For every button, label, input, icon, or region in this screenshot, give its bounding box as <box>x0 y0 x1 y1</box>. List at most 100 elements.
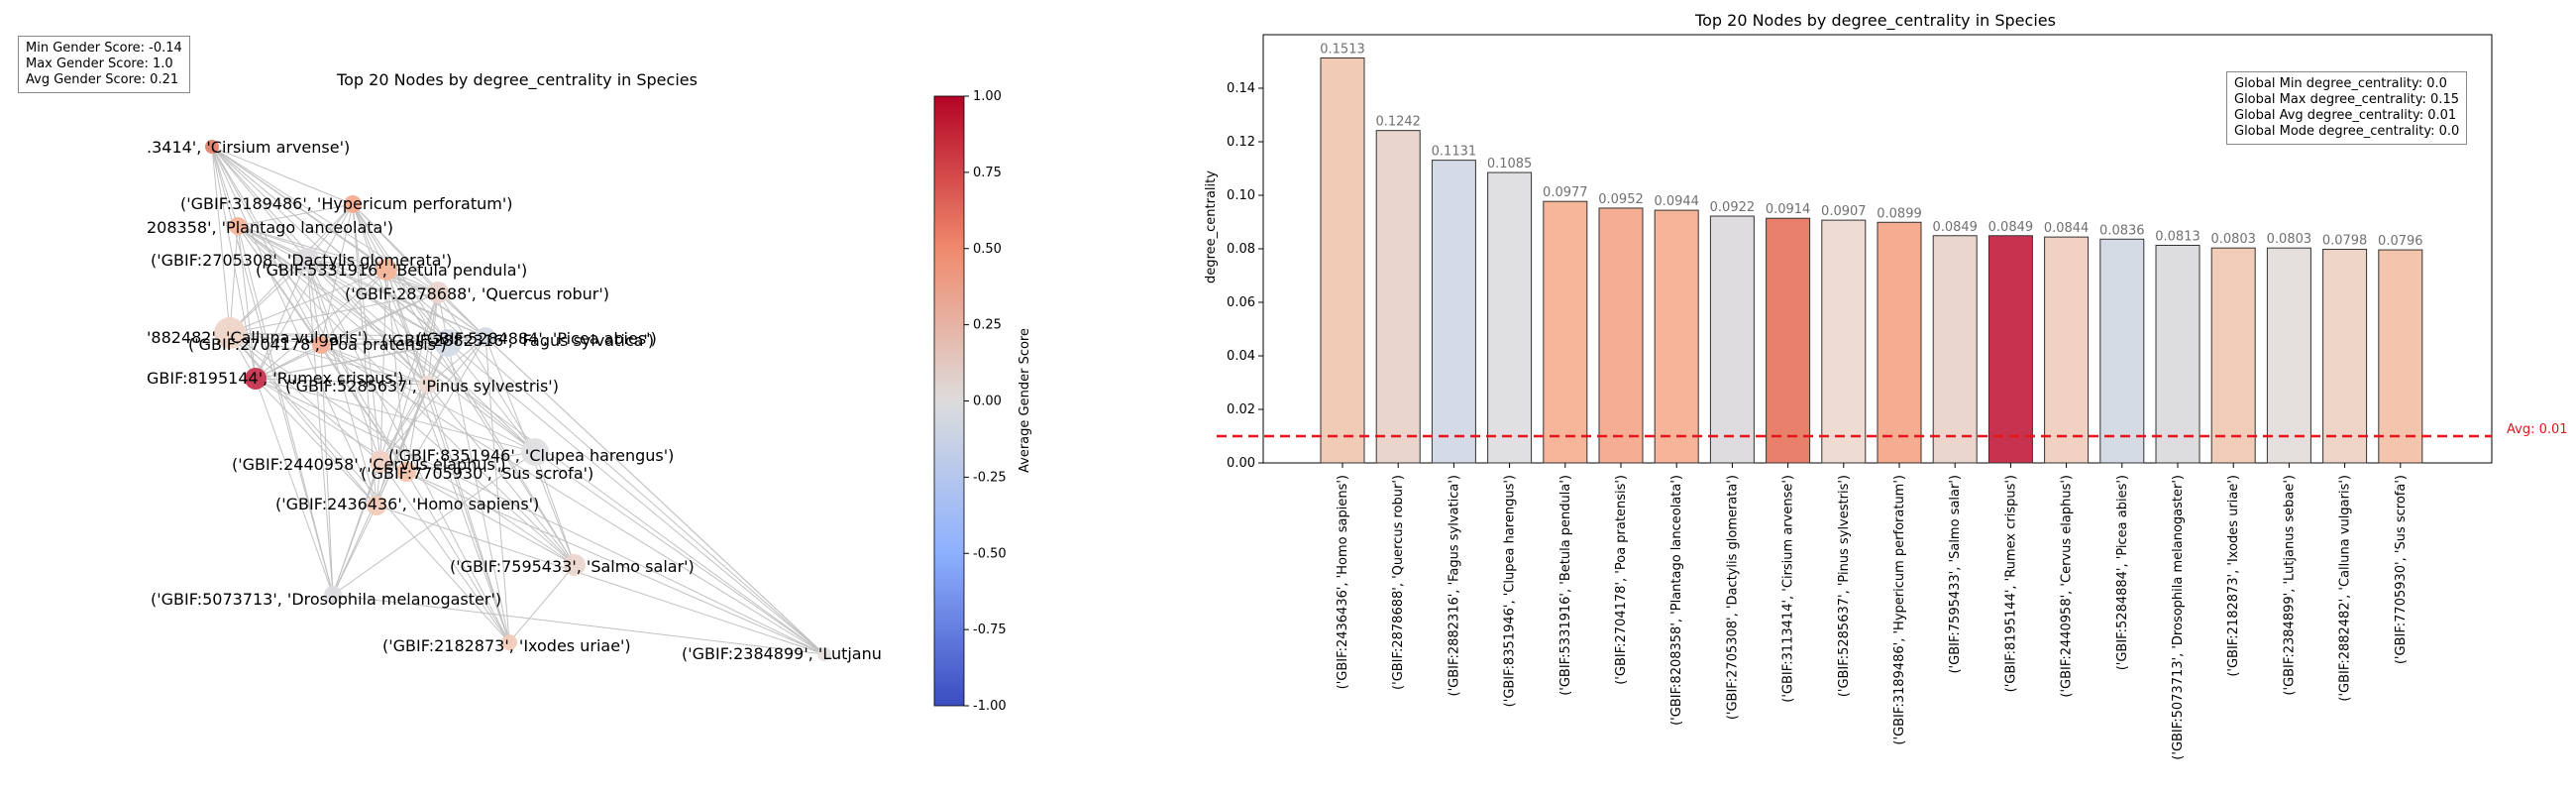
bar-value-label: 0.0977 <box>1543 185 1588 200</box>
colorbar-tick-label: -0.75 <box>973 623 1007 637</box>
network-node-label: ('GBIF:5285637', 'Pinus sylvestris') <box>285 377 559 396</box>
network-node <box>501 634 517 650</box>
bar <box>1320 57 1365 464</box>
network-edge <box>379 384 429 463</box>
colorbar-tick-label: 0.75 <box>973 166 1002 180</box>
colorbar-ticks: 1.00 0.75 0.50 0.25 0.00 -0.25 -0.50 -0.75 -1.00 <box>964 89 1007 714</box>
network-edge <box>255 291 439 380</box>
y-tick-label: 0.02 <box>1227 402 1255 417</box>
x-tick-label: ('GBIF:3189486', 'Hypericum perforatum') <box>1892 475 1907 745</box>
network-edge <box>447 342 536 453</box>
network-node-label: ('GBIF:2882316', 'Fagus sylvatica') <box>381 331 654 350</box>
bar-value-label: 0.0922 <box>1710 200 1756 215</box>
bar-value-label: 0.0844 <box>2044 221 2090 236</box>
network-edge <box>385 269 510 643</box>
network-node <box>419 376 437 394</box>
bars <box>1320 57 2423 464</box>
network-edge <box>427 291 439 386</box>
bar-value-label: 0.0798 <box>2322 234 2368 249</box>
bar-value-label: 0.0796 <box>2378 234 2423 249</box>
network-edge <box>229 332 429 386</box>
y-tick-label: 0.06 <box>1227 295 1255 310</box>
network-node <box>817 647 831 661</box>
network-edge <box>255 378 825 655</box>
network-edge <box>255 378 334 596</box>
network-node <box>370 451 391 473</box>
x-tick-label: ('GBIF:5285637', 'Pinus sylvestris') <box>1837 475 1852 697</box>
network-node-label: ('GBIF:7595433', 'Salmo salar') <box>450 557 695 576</box>
y-axis-label: degree_centrality <box>1204 170 1219 283</box>
network-node <box>521 438 549 466</box>
network-node <box>344 195 362 213</box>
avg-gender-score: Avg Gender Score: 0.21 <box>26 72 179 87</box>
bar-value-label: 0.1242 <box>1375 115 1421 130</box>
bar-value-label: 0.0836 <box>2099 223 2145 238</box>
bar <box>1543 200 1588 464</box>
x-tick-label: ('GBIF:8195144', 'Rumex crispus') <box>2003 475 2018 692</box>
y-tick-label: 0.08 <box>1227 242 1255 257</box>
network-edge <box>229 203 354 334</box>
network-edge <box>211 146 354 205</box>
bar-value-label: 0.0813 <box>2155 229 2200 244</box>
network-edge <box>255 269 387 380</box>
network-edge <box>437 291 536 453</box>
bar-value-label: 0.0849 <box>1988 220 2034 235</box>
bar-value-label: 0.0803 <box>2210 232 2256 247</box>
network-edge <box>405 336 486 473</box>
network-node-label: ('GBIF:8351946', 'Clupea harengus') <box>388 446 674 465</box>
y-tick-label: 0.12 <box>1227 135 1255 150</box>
bar-value-label: 0.0952 <box>1598 192 1644 207</box>
network-edge <box>376 384 429 507</box>
bar <box>1987 235 2033 464</box>
network-node-label: '882482', 'Calluna vulgaris') <box>147 328 369 347</box>
network-edge <box>385 269 825 655</box>
network-edge <box>255 203 354 380</box>
network-edge <box>427 336 486 386</box>
colorbar-gradient <box>933 95 965 707</box>
network-node-label: ('GBIF:2182873', 'Ixodes uriae') <box>382 636 631 655</box>
network-edge <box>320 344 536 453</box>
y-tick-label: 0.10 <box>1227 188 1255 203</box>
network-node-label: ('GBIF:5284884', 'Picea abies') <box>416 329 657 348</box>
average-label: Avg: 0.01 <box>2507 422 2568 437</box>
network-edge <box>237 225 429 386</box>
network-node <box>312 336 330 354</box>
network-edge <box>306 259 536 453</box>
gender-stats-box: Min Gender Score: -0.14 Max Gender Score… <box>18 36 190 93</box>
network-edge <box>405 451 536 473</box>
network-edge <box>484 336 510 643</box>
network-node-label: ('GBIF:2705308', 'Dactylis glomerata') <box>151 251 452 270</box>
network-edge <box>306 259 322 346</box>
network-edge <box>385 269 407 473</box>
x-tick-label: ('GBIF:2436436', 'Homo sapiens') <box>1336 475 1350 689</box>
bar-value-label: 0.0899 <box>1877 206 1922 221</box>
network-edge <box>306 259 510 643</box>
x-tick-label: ('GBIF:2882316', 'Fagus sylvatica') <box>1447 475 1461 696</box>
colorbar-tick-label: -0.50 <box>973 546 1007 561</box>
network-node <box>214 317 246 349</box>
colorbar-tick-label: 0.50 <box>973 242 1002 257</box>
network-edge <box>320 269 387 346</box>
network-node-label: GBIF:8195144', 'Rumex crispus') <box>147 369 403 388</box>
network-edge <box>229 291 439 334</box>
network-edge <box>229 259 308 334</box>
y-axis: 0.00 0.02 0.04 0.06 0.08 0.10 0.12 0.14 <box>1227 81 1263 471</box>
bar-value-label: 0.0944 <box>1654 194 1699 209</box>
bar <box>2099 238 2145 464</box>
network-edge <box>376 505 825 655</box>
bar <box>2266 247 2311 464</box>
network-edge <box>352 203 449 344</box>
network-edge <box>237 225 387 271</box>
network-node <box>376 259 397 281</box>
network-node-label: .3414', 'Cirsium arvense') <box>147 138 350 157</box>
network-edge <box>229 269 387 334</box>
bar <box>1877 221 1922 464</box>
network-edge <box>405 471 576 566</box>
network-edge <box>332 505 377 596</box>
network-edge <box>379 342 449 463</box>
bar <box>1431 160 1476 464</box>
network-node-label: ('GBIF:3189486', 'Hypericum perforatum') <box>180 194 512 213</box>
bar <box>2044 236 2090 464</box>
network-node-label: ('GBIF:2384899', 'Lutjanu <box>682 644 882 663</box>
network-node-labels: .3414', 'Cirsium arvense') ('GBIF:3189486… <box>147 138 882 663</box>
